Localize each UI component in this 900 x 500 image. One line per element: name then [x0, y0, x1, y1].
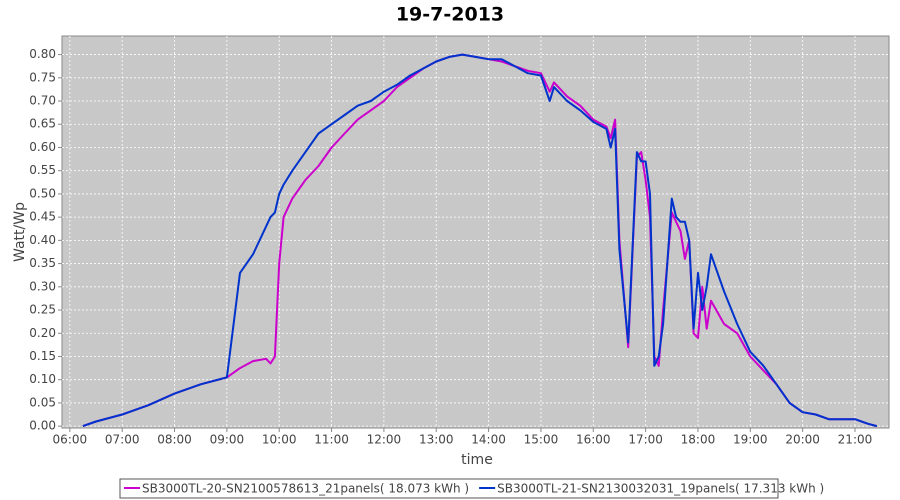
- series-line: [82, 53, 878, 428]
- y-tick-label: 0.80: [29, 47, 56, 61]
- y-tick-label: 0.65: [29, 117, 56, 131]
- x-tick-label: 12:00: [367, 433, 402, 447]
- x-tick-label: 06:00: [53, 433, 88, 447]
- y-tick-label: 0.50: [29, 186, 56, 200]
- legend-label: SB3000TL-21-SN2130032031_19panels( 17.31…: [497, 482, 824, 496]
- x-tick-label: 10:00: [262, 433, 297, 447]
- y-tick-label: 0.10: [29, 372, 56, 386]
- y-tick-label: 0.60: [29, 140, 56, 154]
- legend-box: [119, 478, 779, 499]
- x-tick-label: 16:00: [576, 433, 611, 447]
- x-tick-label: 15:00: [524, 433, 559, 447]
- y-tick-label: 0.40: [29, 233, 56, 247]
- x-tick-label: 09:00: [210, 433, 245, 447]
- y-tick-label: 0.75: [29, 70, 56, 84]
- y-tick-label: 0.30: [29, 279, 56, 293]
- y-tick-label: 0.05: [29, 395, 56, 409]
- x-tick-label: 19:00: [733, 433, 768, 447]
- series-line: [82, 53, 878, 428]
- x-tick-label: 17:00: [628, 433, 663, 447]
- y-tick-label: 0.55: [29, 163, 56, 177]
- y-tick-label: 0.35: [29, 256, 56, 270]
- y-axis-label: Watt/Wp: [12, 202, 28, 262]
- y-tick-label: 0.15: [29, 349, 56, 363]
- y-tick-label: 0.25: [29, 303, 56, 317]
- x-tick-label: 20:00: [785, 433, 820, 447]
- x-tick-label: 21:00: [838, 433, 873, 447]
- y-tick-label: 0.45: [29, 210, 56, 224]
- y-tick-label: 0.20: [29, 326, 56, 340]
- x-tick-label: 07:00: [105, 433, 140, 447]
- x-axis-label: time: [461, 452, 493, 468]
- y-tick-label: 0.00: [29, 419, 56, 433]
- legend-label: SB3000TL-20-SN2100578613_21panels( 18.07…: [142, 482, 469, 496]
- y-tick-label: 0.70: [29, 94, 56, 108]
- x-tick-label: 13:00: [419, 433, 454, 447]
- x-tick-label: 08:00: [157, 433, 192, 447]
- x-tick-label: 14:00: [471, 433, 506, 447]
- chart-title: 19-7-2013: [396, 4, 504, 26]
- plot: [62, 36, 889, 428]
- x-tick-label: 11:00: [314, 433, 349, 447]
- x-tick-label: 18:00: [681, 433, 716, 447]
